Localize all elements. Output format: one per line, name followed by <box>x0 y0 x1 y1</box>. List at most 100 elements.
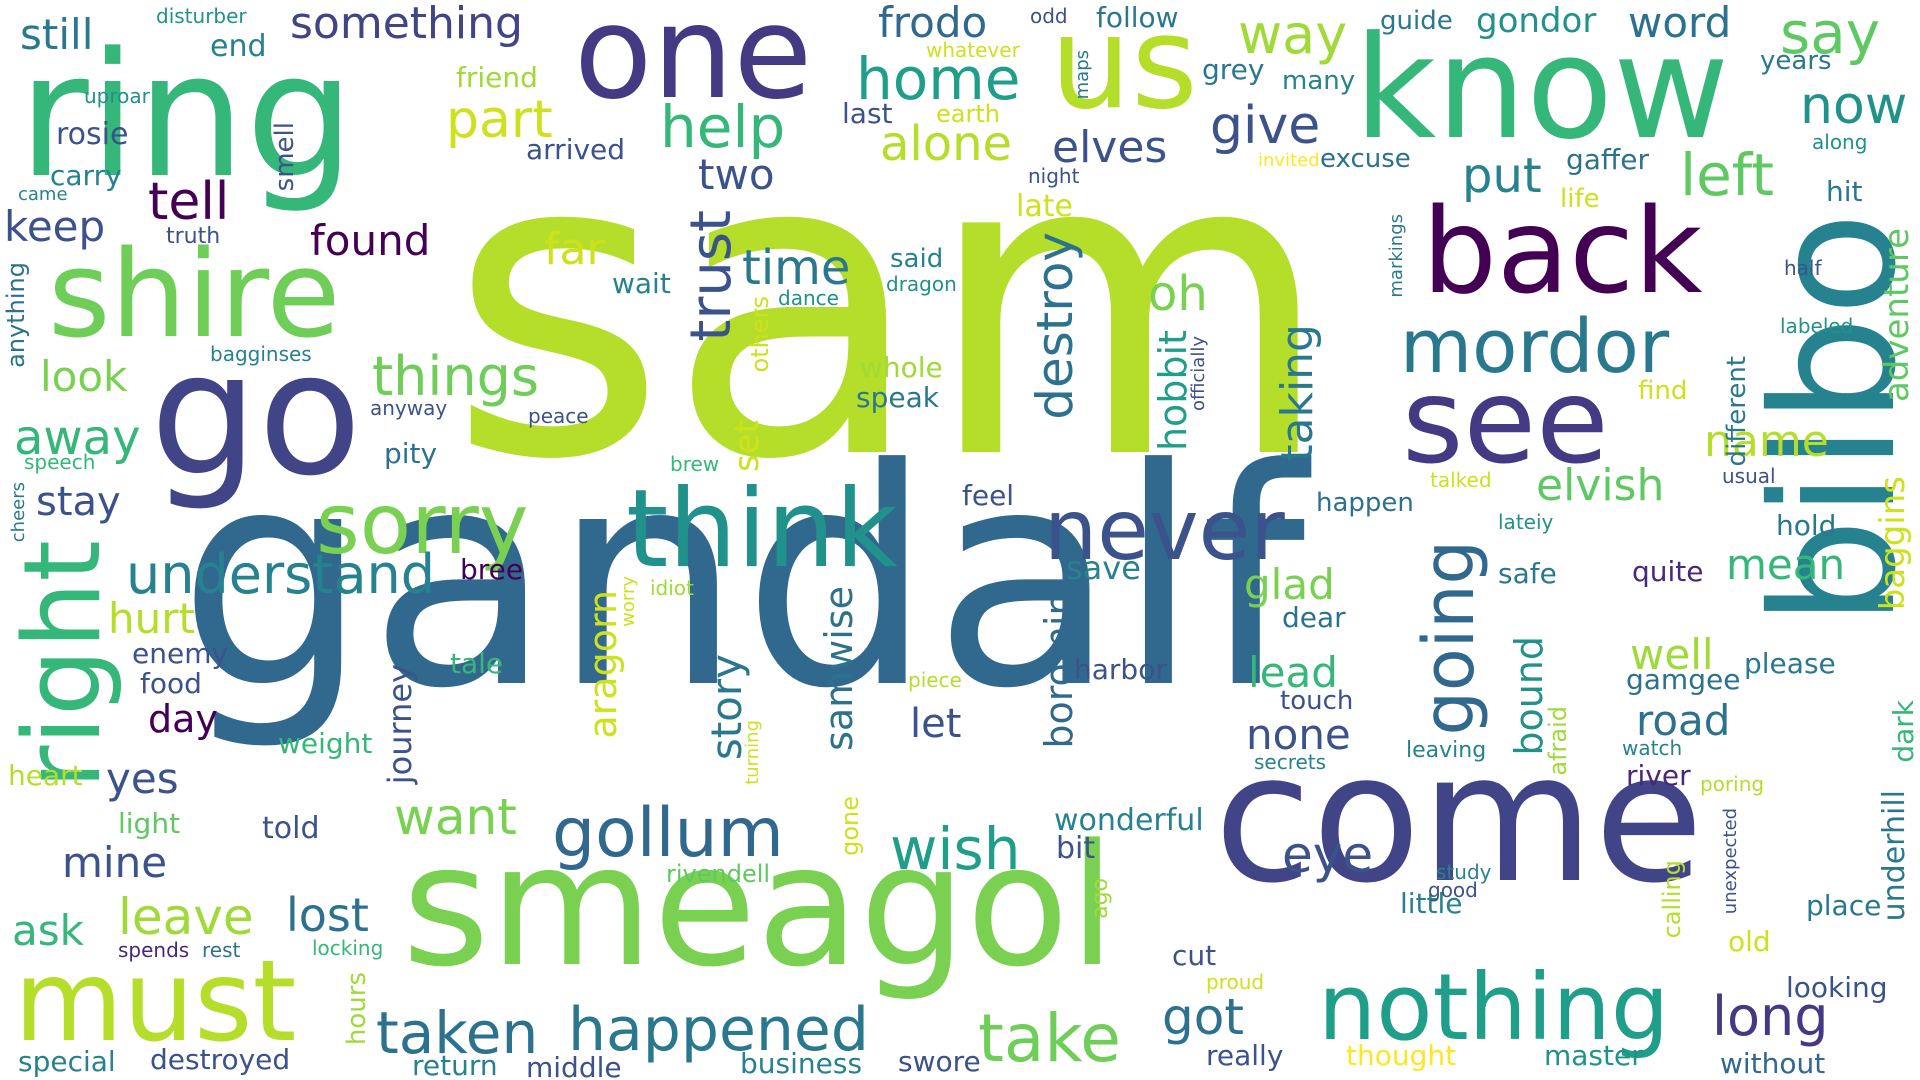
word-invited: invited <box>1258 150 1320 171</box>
word-one: one <box>574 0 813 128</box>
word-excuse: excuse <box>1320 144 1411 174</box>
word-safe: safe <box>1498 557 1557 590</box>
word-ago: ago <box>1088 878 1113 919</box>
word-end: end <box>210 29 267 64</box>
word-earth: earth <box>936 100 1000 128</box>
word-frodo: frodo <box>878 0 988 47</box>
word-going: going <box>1408 540 1490 736</box>
word-late: late <box>1016 189 1073 224</box>
word-calling: calling <box>1658 860 1686 939</box>
word-sorry: sorry <box>316 475 529 573</box>
word-well: well <box>1630 630 1714 679</box>
word-glad: glad <box>1244 560 1335 609</box>
word-bagginses: bagginses <box>210 342 312 366</box>
word-keep: keep <box>4 202 106 251</box>
word-said: said <box>890 244 944 274</box>
word-swore: swore <box>898 1045 981 1078</box>
word-name: name <box>1704 416 1829 467</box>
word-gaffer: gaffer <box>1566 143 1649 176</box>
word-gondor: gondor <box>1476 1 1597 41</box>
word-leaving: leaving <box>1406 738 1487 763</box>
word-know: know <box>1354 6 1730 171</box>
word-gamgee: gamgee <box>1626 663 1741 696</box>
word-taking: taking <box>1272 324 1323 462</box>
word-smeagol: smeagol <box>402 808 1116 1004</box>
word-last: last <box>842 97 893 130</box>
word-find: find <box>1638 376 1688 406</box>
word-elves: elves <box>1052 122 1168 173</box>
word-tell: tell <box>148 172 230 232</box>
word-poring: poring <box>1700 772 1765 796</box>
word-baggins: baggins <box>1873 476 1913 611</box>
word-arrived: arrived <box>526 133 626 166</box>
word-smell: smell <box>270 122 300 192</box>
word-anyway: anyway <box>370 396 448 420</box>
word-found: found <box>310 216 431 265</box>
word-hit: hit <box>1826 175 1863 208</box>
word-wait: wait <box>612 267 671 300</box>
word-none: none <box>1246 710 1351 759</box>
word-whatever: whatever <box>926 38 1020 62</box>
word-spends: spends <box>118 938 190 962</box>
word-labeled: labeled <box>1780 314 1854 338</box>
word-us: us <box>1050 0 1198 138</box>
word-years: years <box>1760 46 1832 76</box>
word-come: come <box>1214 715 1704 922</box>
word-mordor: mordor <box>1400 304 1670 390</box>
word-please: please <box>1744 647 1836 680</box>
word-bound: bound <box>1507 636 1551 756</box>
word-two: two <box>698 150 775 199</box>
word-destroyed: destroyed <box>150 1043 291 1076</box>
word-speak: speak <box>856 381 939 414</box>
word-master: master <box>1544 1039 1643 1072</box>
word-cut: cut <box>1172 939 1217 972</box>
word-hours: hours <box>342 972 372 1046</box>
word-officially: officially <box>1188 336 1209 411</box>
word-cheers: cheers <box>8 482 29 543</box>
word-think: think <box>626 467 898 592</box>
word-food: food <box>140 667 202 700</box>
word-follow: follow <box>1096 1 1179 34</box>
word-aragorn: aragorn <box>581 590 625 739</box>
word-look: look <box>40 352 128 401</box>
word-told: told <box>262 811 320 846</box>
word-ring: ring <box>18 15 355 216</box>
word-weight: weight <box>278 727 373 760</box>
word-save: save <box>1066 549 1141 587</box>
word-bit: bit <box>1056 831 1096 866</box>
word-place: place <box>1806 889 1882 922</box>
word-put: put <box>1462 148 1542 204</box>
word-leave: leave <box>118 888 254 946</box>
word-worry: worry <box>618 576 639 627</box>
word-night: night <box>1028 164 1080 188</box>
word-tale: tale <box>450 647 504 680</box>
word-something: something <box>290 0 523 49</box>
word-odd: odd <box>1030 4 1068 28</box>
word-boromir: boromir <box>1037 600 1081 749</box>
word-grey: grey <box>1202 53 1265 86</box>
word-elvish: elvish <box>1536 460 1665 511</box>
word-day: day <box>148 697 218 741</box>
word-carry: carry <box>50 159 122 192</box>
word-study: study <box>1436 860 1492 884</box>
word-hurt: hurt <box>108 594 195 643</box>
word-pity: pity <box>384 437 438 470</box>
word-unexpected: unexpected <box>1720 808 1741 915</box>
word-dark: dark <box>1887 700 1920 763</box>
word-must: must <box>14 937 297 1067</box>
word-return: return <box>412 1049 498 1080</box>
word-rosie: rosie <box>56 117 129 152</box>
word-markings: markings <box>1386 214 1407 298</box>
word-quite: quite <box>1632 555 1704 588</box>
word-locking: locking <box>312 936 384 960</box>
word-whole: whole <box>860 351 943 384</box>
word-lead: lead <box>1248 648 1338 697</box>
word-part: part <box>446 90 553 150</box>
word-different: different <box>1722 356 1752 467</box>
word-lost: lost <box>286 888 369 942</box>
word-touch: touch <box>1280 686 1354 716</box>
word-left: left <box>1680 141 1774 209</box>
word-bree: bree <box>460 553 524 586</box>
word-dear: dear <box>1282 601 1346 634</box>
word-nothing: nothing <box>1318 954 1670 1061</box>
